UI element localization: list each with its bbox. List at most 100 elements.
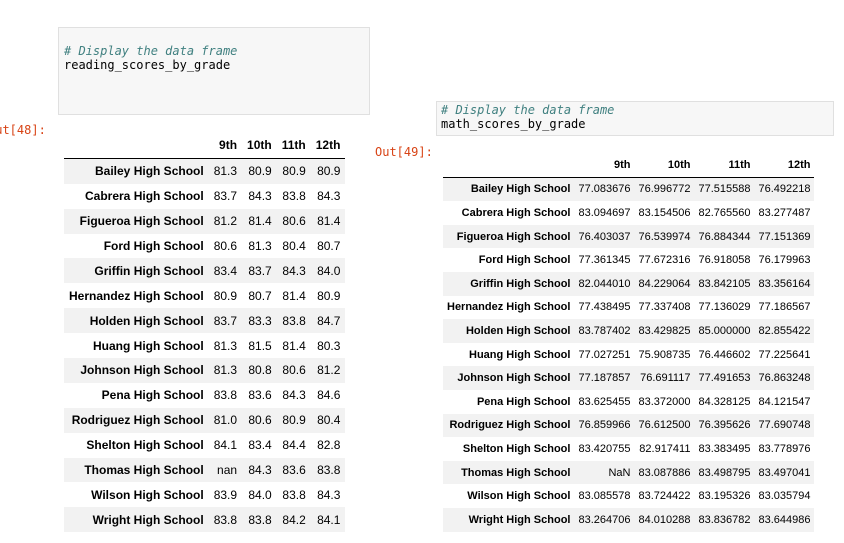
row-label: Johnson High School [457,372,571,385]
column-header: 11th [276,133,311,159]
row-label: Wilson High School [467,490,571,503]
table-cell: 76.918058 [698,254,751,267]
table-cell: 80.4 [317,413,341,428]
row-label: Wright High School [468,513,571,526]
table-cell: 80.8 [248,363,272,378]
table-cell: 83.498795 [698,466,751,479]
table-row: Cabrera High School 83.094697 83.154506 82.… [443,201,814,225]
table-cell: 76.492218 [758,183,811,196]
table-cell: 83.7 [213,189,238,204]
table-cell: 84.229064 [638,277,691,290]
table-row: Johnson High School 77.187857 76.691117 77.… [443,366,815,390]
row-label: Rodriguez High School [71,413,204,428]
table-cell: 80.9 [282,164,306,179]
table-cell: 83.644986 [758,513,811,526]
table-cell: 83.724422 [638,490,691,503]
table-cell: 84.0 [317,263,341,278]
table-cell: 77.491653 [698,372,751,385]
table-cell: 77.672316 [638,254,691,267]
table-cell: 85.000000 [698,324,751,337]
header-row: 9th 10th 11th 12th [443,153,815,178]
row-label: Hernandez High School [447,301,571,314]
table-row: Hernandez High School 80.9 80.7 81.4 80.9 [64,283,345,308]
math-scores-dataframe: 9th 10th 11th 12th Bailey High School 77.083… [443,153,815,532]
row-label: Griffin High School [94,263,204,278]
row-label: Griffin High School [470,277,571,290]
row-label: Figueroa High School [456,230,571,243]
table-cell: 75.908735 [638,348,691,361]
table-cell: 83.497041 [758,466,811,479]
table-cell: 80.4 [282,239,306,253]
table-row: Bailey High School 81.3 80.9 80.9 80.9 [64,158,346,184]
column-header: 10th [634,153,695,178]
table-cell: 84.7 [317,313,341,328]
table-cell: 81.4 [282,288,306,303]
table-cell: 83.625455 [578,395,631,408]
row-label: Figueroa High School [79,214,204,229]
table-cell: 77.083676 [578,183,631,196]
code-line: reading_scores_by_grade [64,58,231,72]
table-cell: 83.787402 [578,324,631,337]
row-label: Holden High School [465,324,571,337]
row-label: Pena High School [476,395,571,408]
table-cell: 83.9 [213,487,238,502]
table-cell: 81.4 [282,338,306,353]
table-row: Figueroa High School 81.2 81.4 80.6 81.4 [64,208,346,234]
row-label: Ford High School [103,239,204,253]
table-row: Thomas High School NaN 83.087886 83.498795 8… [443,460,815,485]
table-cell: 76.863248 [758,372,811,385]
table-cell: 83.7 [248,263,272,278]
reading-scores-dataframe: 9th 10th 11th 12th Bailey High School 81.3 80… [64,133,346,533]
table-cell: 84.0 [248,487,272,502]
column-header: 12th [754,153,815,178]
table-row: Griffin High School 83.4 83.7 84.3 84.0 [64,258,346,284]
table-cell: nan [217,463,238,478]
code-comment: # Display the data frame [441,103,615,117]
table-cell: 81.3 [213,363,238,378]
table-cell: 83.6 [282,463,306,478]
table-cell: 83.8 [248,512,272,527]
code-cell-input-reading[interactable] [58,27,370,115]
table-row: Figueroa High School 76.403037 76.539974 76… [443,224,815,249]
table-cell: 81.3 [248,239,272,253]
table-cell: 77.187857 [578,372,631,385]
table-cell: 83.264706 [578,513,631,526]
table-row: Holden High School 83.7 83.3 83.8 84.7 [64,308,346,334]
table-cell: 83.087886 [638,466,691,479]
table-row: Cabrera High School 83.7 84.3 83.8 84.3 [64,184,345,209]
table-cell: 83.085578 [578,490,631,503]
table-cell: 76.612500 [638,419,691,432]
row-label: Cabrera High School [85,189,204,204]
table-cell: 83.8 [282,313,306,328]
table-cell: 80.7 [248,288,272,303]
table-cell: 81.0 [213,413,238,428]
table-cell: 81.2 [213,214,238,229]
table-cell: 77.690748 [758,419,811,432]
table-row: Thomas High School nan 84.3 83.6 83.8 [64,457,346,483]
table-cell: 76.179963 [758,254,811,267]
table-row: Wright High School 83.8 83.8 84.2 84.1 [64,507,346,533]
table-row: Ford High School 80.6 81.3 80.4 80.7 [64,234,345,259]
index-header [64,133,209,159]
table-cell: 81.2 [317,363,341,378]
table-cell: 81.4 [248,214,272,229]
output-prompt: Out[48]: [0,123,46,137]
table-row: Griffin High School 82.044010 84.229064 83.… [443,271,815,296]
table-cell: 76.859966 [578,419,631,432]
table-cell: 83.277487 [758,206,811,219]
table-cell: 83.836782 [698,513,751,526]
table-cell: 80.6 [282,363,306,378]
table-cell: 83.6 [248,388,272,403]
table-row: Wilson High School 83.9 84.0 83.8 84.3 [64,482,345,507]
code-cell-input-math[interactable] [436,101,834,136]
row-label: Rodriguez High School [449,419,571,432]
table-cell: 77.515588 [698,183,751,196]
table-cell: 80.9 [317,164,341,179]
table-cell: 84.121547 [758,395,811,408]
table-cell: 82.917411 [639,442,691,455]
table-cell: 77.337408 [638,301,691,314]
row-label: Shelton High School [86,438,204,453]
table-cell: 76.884344 [698,230,751,243]
table-cell: 77.027251 [578,348,631,361]
code-comment: # Display the data frame [64,44,238,58]
